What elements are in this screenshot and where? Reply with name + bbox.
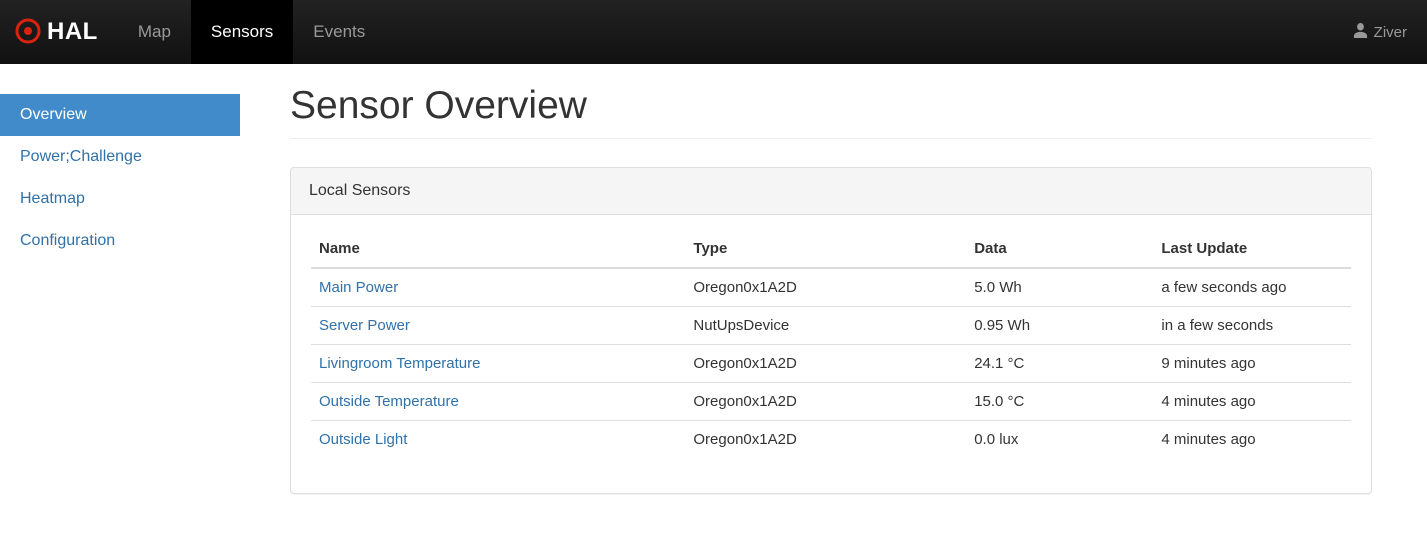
sensor-link[interactable]: Server Power bbox=[319, 317, 410, 334]
sensor-link[interactable]: Outside Temperature bbox=[319, 393, 459, 410]
sidebar-item-overview[interactable]: Overview bbox=[0, 94, 240, 136]
sidebar-item-label: Overview bbox=[20, 106, 87, 123]
sensor-update: 4 minutes ago bbox=[1153, 383, 1351, 421]
page-title: Sensor Overview bbox=[290, 84, 1372, 128]
nav-tab-label: Events bbox=[313, 22, 365, 42]
title-divider bbox=[290, 138, 1372, 139]
table-row: Outside Temperature Oregon0x1A2D 15.0 °C… bbox=[311, 383, 1351, 421]
nav-tab-map[interactable]: Map bbox=[118, 0, 191, 64]
sensors-table: Name Type Data Last Update Main Power Or… bbox=[311, 230, 1351, 458]
user-icon bbox=[1353, 23, 1368, 42]
sensor-type: Oregon0x1A2D bbox=[685, 268, 966, 307]
table-row: Main Power Oregon0x1A2D 5.0 Wh a few sec… bbox=[311, 268, 1351, 307]
sensor-data: 0.95 Wh bbox=[966, 307, 1153, 345]
sensor-type: Oregon0x1A2D bbox=[685, 421, 966, 459]
sensor-link[interactable]: Livingroom Temperature bbox=[319, 355, 480, 372]
panel-heading: Local Sensors bbox=[291, 168, 1371, 215]
sensor-update: a few seconds ago bbox=[1153, 268, 1351, 307]
layout: Overview Power;Challenge Heatmap Configu… bbox=[0, 64, 1427, 544]
user-name: Ziver bbox=[1374, 24, 1407, 41]
panel-body: Name Type Data Last Update Main Power Or… bbox=[291, 215, 1371, 493]
user-menu[interactable]: Ziver bbox=[1353, 23, 1407, 42]
sensor-data: 15.0 °C bbox=[966, 383, 1153, 421]
main-content: Sensor Overview Local Sensors Name Type … bbox=[240, 64, 1427, 544]
sensor-data: 5.0 Wh bbox=[966, 268, 1153, 307]
col-header-data: Data bbox=[966, 230, 1153, 268]
sidebar-item-label: Configuration bbox=[20, 232, 115, 249]
sensor-update: 9 minutes ago bbox=[1153, 345, 1351, 383]
sensor-update: 4 minutes ago bbox=[1153, 421, 1351, 459]
sidebar-item-label: Heatmap bbox=[20, 190, 85, 207]
sensor-data: 24.1 °C bbox=[966, 345, 1153, 383]
sensor-link[interactable]: Outside Light bbox=[319, 431, 407, 448]
table-row: Outside Light Oregon0x1A2D 0.0 lux 4 min… bbox=[311, 421, 1351, 459]
nav-tab-label: Sensors bbox=[211, 22, 273, 42]
nav-tab-label: Map bbox=[138, 22, 171, 42]
sidebar-item-power-challenge[interactable]: Power;Challenge bbox=[0, 136, 240, 178]
nav-tabs: Map Sensors Events bbox=[118, 0, 385, 64]
table-row: Livingroom Temperature Oregon0x1A2D 24.1… bbox=[311, 345, 1351, 383]
col-header-update: Last Update bbox=[1153, 230, 1351, 268]
sidebar-item-heatmap[interactable]: Heatmap bbox=[0, 178, 240, 220]
sensor-link[interactable]: Main Power bbox=[319, 279, 398, 296]
sidebar-item-label: Power;Challenge bbox=[20, 148, 142, 165]
brand-name: HAL bbox=[47, 18, 98, 46]
sidebar: Overview Power;Challenge Heatmap Configu… bbox=[0, 64, 240, 544]
sidebar-item-configuration[interactable]: Configuration bbox=[0, 220, 240, 262]
sensor-type: NutUpsDevice bbox=[685, 307, 966, 345]
nav-tab-sensors[interactable]: Sensors bbox=[191, 0, 293, 64]
target-icon bbox=[15, 18, 41, 47]
sensor-data: 0.0 lux bbox=[966, 421, 1153, 459]
nav-tab-events[interactable]: Events bbox=[293, 0, 385, 64]
table-row: Server Power NutUpsDevice 0.95 Wh in a f… bbox=[311, 307, 1351, 345]
sensor-update: in a few seconds bbox=[1153, 307, 1351, 345]
top-navbar: HAL Map Sensors Events Ziver bbox=[0, 0, 1427, 64]
local-sensors-panel: Local Sensors Name Type Data Last Update… bbox=[290, 167, 1372, 494]
sensor-type: Oregon0x1A2D bbox=[685, 345, 966, 383]
col-header-type: Type bbox=[685, 230, 966, 268]
sensor-type: Oregon0x1A2D bbox=[685, 383, 966, 421]
table-header-row: Name Type Data Last Update bbox=[311, 230, 1351, 268]
brand-logo[interactable]: HAL bbox=[15, 18, 118, 47]
col-header-name: Name bbox=[311, 230, 685, 268]
